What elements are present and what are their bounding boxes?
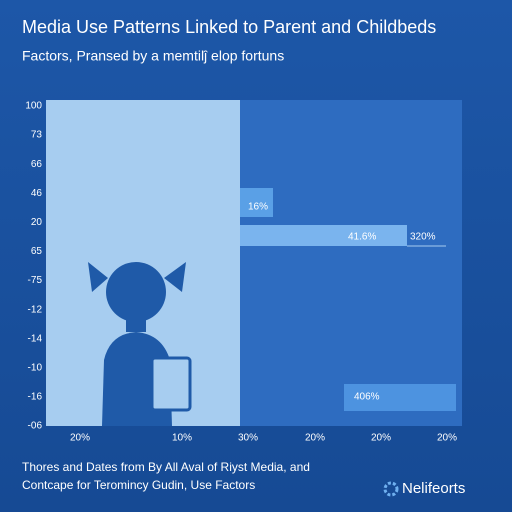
y-label: 65 xyxy=(31,246,43,257)
x-label: 20% xyxy=(437,433,457,444)
y-label: -06 xyxy=(28,421,43,432)
y-label: -10 xyxy=(28,362,43,373)
x-label: 10% xyxy=(172,433,192,444)
right-panel xyxy=(240,100,462,426)
y-label: 46 xyxy=(31,188,43,199)
x-labels: 20% 10% 30% 20% 20% 20% xyxy=(70,433,457,444)
footer-line: Contcape for Teromincy Gudin, Use Factor… xyxy=(22,478,255,492)
bar xyxy=(344,384,456,411)
y-label: 66 xyxy=(31,159,43,170)
logo-icon xyxy=(383,481,399,497)
y-label: -14 xyxy=(28,333,43,344)
logo: Nelifeorts xyxy=(402,480,465,497)
x-label: 30% xyxy=(238,433,258,444)
bar xyxy=(240,188,273,217)
y-label: -16 xyxy=(28,392,43,403)
y-label: 73 xyxy=(31,130,43,141)
x-label: 20% xyxy=(305,433,325,444)
bar-label: 16% xyxy=(248,202,268,213)
bar-label: 41.6% xyxy=(348,232,376,243)
subtitle: Factors, Pransed by a memtilĵ elop fortu… xyxy=(22,48,284,64)
bar-label: 406% xyxy=(354,392,380,403)
footer-line: Thores and Dates from By All Aval of Riy… xyxy=(22,460,310,474)
y-label: -12 xyxy=(28,304,43,315)
y-label: 100 xyxy=(25,101,42,112)
y-label: 20 xyxy=(31,217,43,228)
y-labels: 100 73 66 46 20 65 -75 -12 -14 -10 -16 -06 xyxy=(25,101,42,432)
x-label: 20% xyxy=(70,433,90,444)
x-label: 20% xyxy=(371,433,391,444)
tablet xyxy=(150,356,192,412)
title: Media Use Patterns Linked to Parent and … xyxy=(22,17,436,37)
bar-label: 320% xyxy=(410,232,436,243)
y-label: -75 xyxy=(28,275,43,286)
bar xyxy=(240,225,407,246)
